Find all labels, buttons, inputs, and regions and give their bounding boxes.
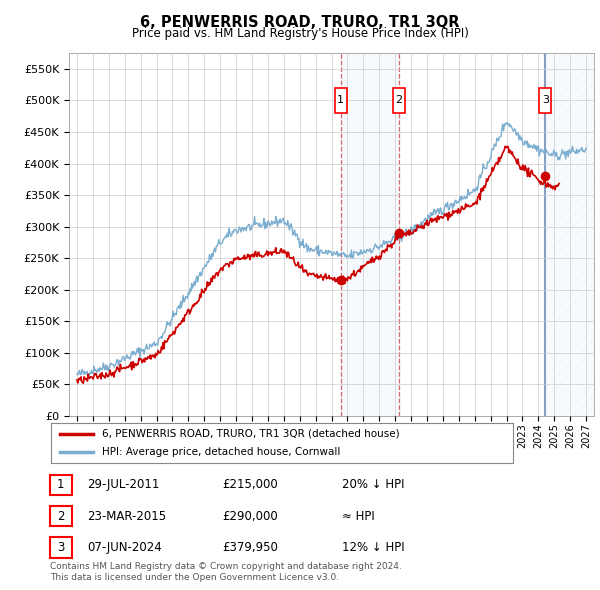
Text: This data is licensed under the Open Government Licence v3.0.: This data is licensed under the Open Gov…	[50, 573, 339, 582]
Text: 3: 3	[542, 96, 549, 106]
Bar	[545, 53, 594, 416]
Text: 23-MAR-2015: 23-MAR-2015	[87, 510, 166, 523]
Text: ≈ HPI: ≈ HPI	[342, 510, 375, 523]
Text: 6, PENWERRIS ROAD, TRURO, TR1 3QR (detached house): 6, PENWERRIS ROAD, TRURO, TR1 3QR (detac…	[102, 429, 400, 439]
Text: Price paid vs. HM Land Registry's House Price Index (HPI): Price paid vs. HM Land Registry's House …	[131, 27, 469, 40]
Text: 6, PENWERRIS ROAD, TRURO, TR1 3QR: 6, PENWERRIS ROAD, TRURO, TR1 3QR	[140, 15, 460, 30]
FancyBboxPatch shape	[335, 88, 347, 113]
Text: 29-JUL-2011: 29-JUL-2011	[87, 478, 160, 491]
Text: £215,000: £215,000	[222, 478, 278, 491]
FancyBboxPatch shape	[393, 88, 405, 113]
FancyBboxPatch shape	[539, 88, 551, 113]
Text: 1: 1	[57, 478, 65, 491]
Text: £290,000: £290,000	[222, 510, 278, 523]
Bar	[341, 53, 399, 416]
Text: 2: 2	[57, 510, 65, 523]
Text: 3: 3	[57, 541, 65, 554]
Text: 12% ↓ HPI: 12% ↓ HPI	[342, 541, 404, 554]
Text: HPI: Average price, detached house, Cornwall: HPI: Average price, detached house, Corn…	[102, 447, 340, 457]
Text: £379,950: £379,950	[222, 541, 278, 554]
Text: 07-JUN-2024: 07-JUN-2024	[87, 541, 162, 554]
Text: 2: 2	[395, 96, 403, 106]
Text: 1: 1	[337, 96, 344, 106]
Text: 20% ↓ HPI: 20% ↓ HPI	[342, 478, 404, 491]
Text: Contains HM Land Registry data © Crown copyright and database right 2024.: Contains HM Land Registry data © Crown c…	[50, 562, 401, 571]
